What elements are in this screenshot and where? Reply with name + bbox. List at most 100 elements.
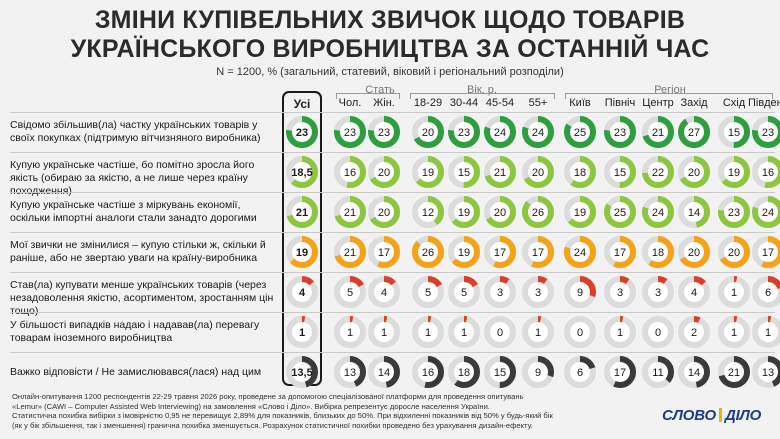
donut-cell: 19: [448, 196, 480, 228]
donut-value: 19: [422, 167, 434, 179]
donut-arc: [752, 116, 780, 148]
donut-value: 23: [762, 127, 774, 139]
chart-title: ЗМІНИ КУПІВЕЛЬНИХ ЗВИЧОК ЩОДО ТОВАРІВ УК…: [0, 6, 780, 64]
donut-arc: [752, 156, 780, 188]
donut-value: 9: [577, 287, 583, 299]
donut-cell: 0: [564, 316, 596, 348]
donut-arc: [334, 316, 366, 348]
row-label: Свідомо збільшив(ла) частку українських …: [10, 119, 261, 144]
row-divider: [10, 312, 775, 313]
donut-value: 23: [378, 127, 390, 139]
donut-value: 16: [344, 167, 356, 179]
donut-cell: 4: [368, 276, 400, 308]
donut-arc: [522, 276, 554, 308]
donut-value: 24: [652, 207, 664, 219]
footnote-line-1: Онлайн-опитування 1200 респондентів 22-2…: [12, 392, 524, 401]
donut-arc: [642, 196, 674, 228]
donut-arc: [718, 196, 750, 228]
donut-arc: [718, 116, 750, 148]
donut-cell: 21: [718, 356, 750, 388]
donut-arc: [286, 276, 318, 308]
donut-arc: [412, 236, 444, 268]
logo-word-right: ДІЛО: [724, 407, 762, 424]
donut-arc: [412, 276, 444, 308]
column-header: Київ: [569, 97, 591, 109]
donut-cell: 26: [412, 236, 444, 268]
donut-value: 21: [728, 367, 740, 379]
donut-cell: 23: [752, 116, 780, 148]
donut-arc: [564, 276, 596, 308]
donut-cell: 1: [334, 316, 366, 348]
donut-value: 1: [535, 327, 541, 339]
donut-arc: [752, 196, 780, 228]
donut-cell: 24: [642, 196, 674, 228]
donut-arc: [334, 116, 366, 148]
donut-value: 20: [688, 167, 700, 179]
donut-value: 23: [728, 207, 740, 219]
donut-value: 19: [458, 247, 470, 259]
donut-value: 18,5: [291, 167, 312, 179]
donut-cell: 21: [286, 196, 318, 228]
donut-arc: [334, 196, 366, 228]
donut-value: 1: [425, 327, 431, 339]
donut-cell: 3: [642, 276, 674, 308]
donut-arc: [334, 156, 366, 188]
donut-arc: [448, 196, 480, 228]
donut-cell: 1: [718, 276, 750, 308]
donut-cell: 25: [604, 196, 636, 228]
donut-arc: [448, 236, 480, 268]
donut-value: 24: [494, 127, 506, 139]
donut-arc: [718, 156, 750, 188]
donut-value: 18: [652, 247, 664, 259]
donut-arc: [678, 156, 710, 188]
donut-arc: [448, 116, 480, 148]
donut-value: 21: [494, 167, 506, 179]
row-divider: [10, 152, 775, 153]
donut-arc: [522, 236, 554, 268]
donut-value: 22: [652, 167, 664, 179]
footnote-line-4: (як у бік збільшення, так і зменшення) г…: [12, 420, 533, 430]
donut-value: 5: [461, 287, 467, 299]
donut-value: 1: [617, 327, 623, 339]
donut-value: 26: [532, 207, 544, 219]
donut-value: 17: [614, 367, 626, 379]
donut-arc: [718, 356, 750, 388]
donut-cell: 23: [604, 116, 636, 148]
donut-cell: 22: [642, 156, 674, 188]
donut-value: 26: [422, 247, 434, 259]
donut-cell: 17: [752, 236, 780, 268]
donut-cell: 18,5: [286, 156, 318, 188]
donut-arc: [678, 116, 710, 148]
donut-value: 2: [691, 327, 697, 339]
donut-value: 0: [655, 327, 661, 339]
logo-word-left: СЛОВО: [662, 407, 716, 424]
donut-cell: 24: [522, 116, 554, 148]
donut-value: 24: [532, 127, 544, 139]
row-label: Мої звички не змінилися – купую стільки …: [10, 239, 266, 264]
donut-arc: [718, 316, 750, 348]
donut-value: 14: [688, 207, 700, 219]
row-label: У більшості випадків надаю і надавав(ла)…: [10, 319, 260, 344]
donut-arc: [604, 276, 636, 308]
donut-cell: 21: [484, 156, 516, 188]
donut-arc: [604, 116, 636, 148]
donut-arc: [564, 116, 596, 148]
column-header: 30-44: [449, 97, 479, 109]
donut-arc: [522, 196, 554, 228]
donut-arc: [522, 356, 554, 388]
donut-value: 13: [762, 367, 774, 379]
donut-cell: 13,5: [286, 356, 318, 388]
footnote-line-3: Статистична похибка вибірки з імовірніст…: [12, 411, 553, 421]
donut-value: 25: [614, 207, 626, 219]
donut-arc: [522, 156, 554, 188]
donut-value: 13: [344, 367, 356, 379]
donut-arc: [484, 356, 516, 388]
donut-cell: 17: [604, 356, 636, 388]
donut-cell: 15: [718, 116, 750, 148]
donut-arc: [752, 236, 780, 268]
donut-arc: [334, 236, 366, 268]
donut-cell: 19: [412, 156, 444, 188]
donut-cell: 27: [678, 116, 710, 148]
column-header: 18-29: [413, 97, 443, 109]
donut-cell: 2: [678, 316, 710, 348]
